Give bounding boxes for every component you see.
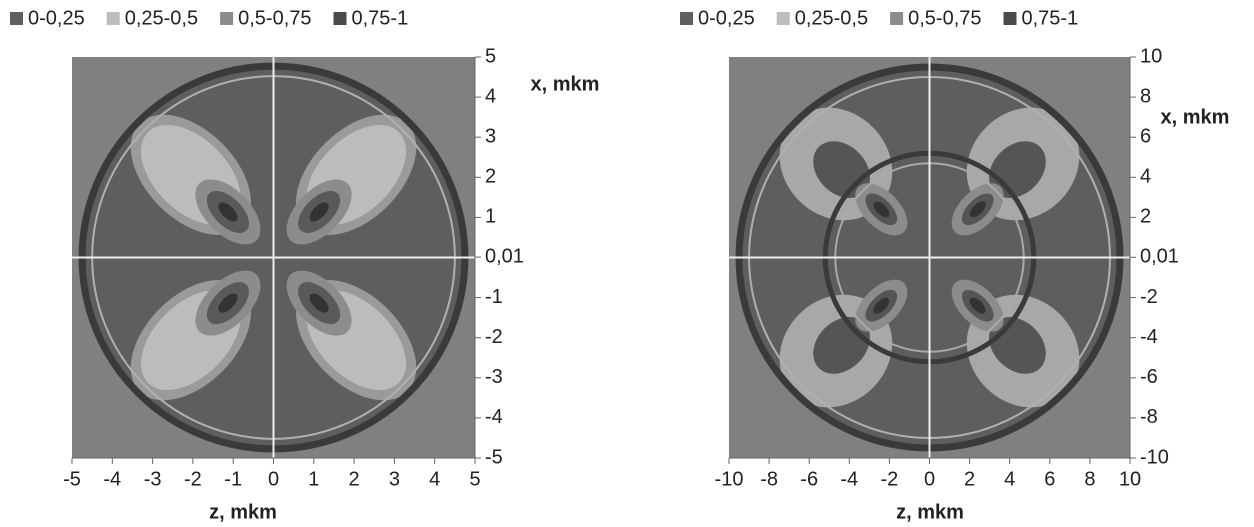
x-tick-label: -5 xyxy=(63,468,81,490)
x-tick-label: 8 xyxy=(1084,468,1095,490)
x-tick-label: 2 xyxy=(349,468,360,490)
y-axis-title: x, mkm xyxy=(531,73,600,95)
y-tick-label: 0,01 xyxy=(485,245,524,267)
x-tick-label: 10 xyxy=(1119,468,1141,490)
x-tick-label: 1 xyxy=(308,468,319,490)
y-tick-label: -5 xyxy=(485,446,503,468)
x-tick-label: 6 xyxy=(1044,468,1055,490)
legend-swatch xyxy=(220,12,233,25)
legend-swatch xyxy=(334,12,347,25)
legend-label: 0,5-0,75 xyxy=(908,7,981,29)
y-tick-label: -1 xyxy=(485,286,503,308)
x-tick-label: 3 xyxy=(389,468,400,490)
y-tick-label: 0,01 xyxy=(1140,246,1179,268)
x-tick-label: 4 xyxy=(1004,468,1015,490)
y-tick-label: 2 xyxy=(1140,206,1151,228)
x-tick-label: -8 xyxy=(760,468,778,490)
x-tick-label: -2 xyxy=(881,468,899,490)
y-tick-label: -6 xyxy=(1140,366,1158,388)
y-tick-label: 10 xyxy=(1140,45,1162,67)
legend-swatch xyxy=(680,12,693,25)
y-tick-label: -8 xyxy=(1140,406,1158,428)
legend-swatch xyxy=(890,12,903,25)
x-tick-label: 5 xyxy=(469,468,480,490)
x-tick-label: -4 xyxy=(103,468,121,490)
y-tick-label: -2 xyxy=(485,326,503,348)
chart: 0-0,250,25-0,50,5-0,750,75-1543210,01-1-… xyxy=(0,0,1254,527)
x-tick-label: -1 xyxy=(224,468,242,490)
y-tick-label: 6 xyxy=(1140,125,1151,147)
y-tick-label: -2 xyxy=(1140,286,1158,308)
x-tick-label: 4 xyxy=(429,468,440,490)
legend-swatch xyxy=(107,12,120,25)
y-tick-label: 2 xyxy=(485,166,496,188)
legend-label: 0,75-1 xyxy=(1022,7,1079,29)
x-tick-label: 0 xyxy=(924,468,935,490)
x-axis-title: z, mkm xyxy=(896,501,964,523)
y-tick-label: -10 xyxy=(1140,446,1169,468)
contour-field xyxy=(729,57,1130,458)
x-tick-label: -4 xyxy=(840,468,858,490)
legend-label: 0,75-1 xyxy=(352,7,409,29)
legend-swatch xyxy=(777,12,790,25)
legend-label: 0,25-0,5 xyxy=(795,7,868,29)
x-tick-label: -6 xyxy=(800,468,818,490)
y-tick-label: 4 xyxy=(1140,166,1151,188)
x-tick-label: -3 xyxy=(144,468,162,490)
y-tick-label: 5 xyxy=(485,45,496,67)
x-tick-label: 0 xyxy=(268,468,279,490)
x-tick-label: -2 xyxy=(184,468,202,490)
legend-label: 0,25-0,5 xyxy=(125,7,198,29)
legend-swatch xyxy=(10,12,23,25)
legend-label: 0-0,25 xyxy=(698,7,755,29)
legend-swatch xyxy=(1004,12,1017,25)
y-tick-label: 1 xyxy=(485,206,496,228)
x-tick-label: 2 xyxy=(964,468,975,490)
x-tick-label: -10 xyxy=(715,468,744,490)
contour-field xyxy=(72,57,475,458)
y-tick-label: 4 xyxy=(485,85,496,107)
legend-label: 0,5-0,75 xyxy=(238,7,311,29)
y-tick-label: -4 xyxy=(1140,326,1158,348)
y-tick-label: 8 xyxy=(1140,85,1151,107)
y-tick-label: 3 xyxy=(485,125,496,147)
y-tick-label: -4 xyxy=(485,406,503,428)
y-tick-label: -3 xyxy=(485,366,503,388)
x-axis-title: z, mkm xyxy=(209,501,277,523)
y-axis-title: x, mkm xyxy=(1161,106,1230,128)
legend-label: 0-0,25 xyxy=(28,7,85,29)
